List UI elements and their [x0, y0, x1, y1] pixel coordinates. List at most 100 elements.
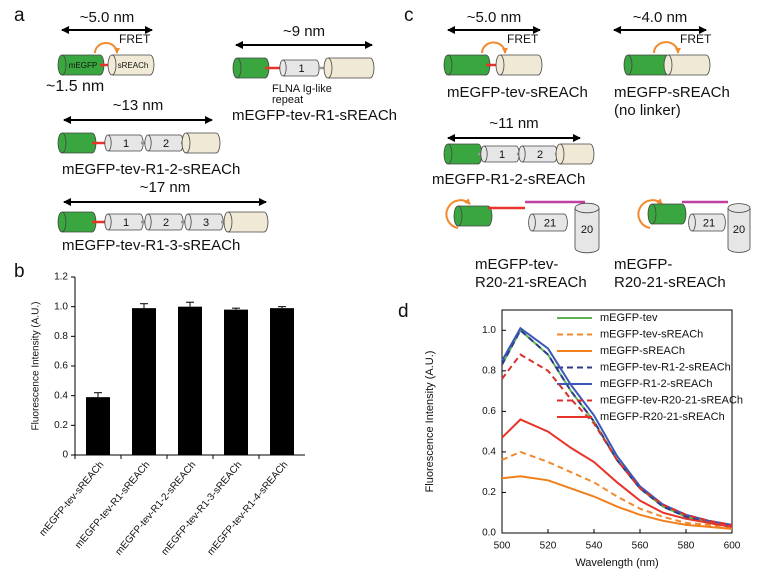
domain-label: mEGFP	[69, 61, 97, 70]
legend-label: mEGFP-tev	[600, 312, 658, 324]
domain-label: sREACh	[118, 61, 149, 70]
domain-label: 2	[537, 149, 543, 161]
cylinder-face	[232, 57, 242, 79]
cylinder-face	[555, 143, 565, 165]
construct-name: mEGFP-tev-sREACh	[447, 84, 588, 101]
legend-label: mEGFP-R1-2-sREACh	[600, 378, 712, 390]
construct-name: R20-21-sREACh	[475, 274, 587, 291]
cylinder-face	[574, 202, 600, 214]
series-line	[501, 328, 733, 528]
cylinder-face	[623, 54, 633, 76]
dimension-label: ~17 nm	[140, 179, 190, 196]
bar	[270, 308, 294, 455]
bar	[224, 309, 248, 455]
cylinder-body	[108, 214, 140, 230]
dimension-label: ~5.0 nm	[80, 9, 135, 26]
domain-label: 21	[544, 217, 556, 229]
cylinder-body	[448, 55, 486, 75]
x-tick-label: mEGFP-tev-R1-3-sREACh	[159, 460, 244, 558]
construct-name: mEGFP-tev-	[475, 256, 558, 273]
fret-label: FRET	[680, 32, 712, 46]
fret-arc	[94, 42, 120, 54]
cylinder-body	[148, 135, 180, 151]
x-axis-label: Wavelength (nm)	[575, 557, 658, 569]
domain-label: 21	[703, 217, 715, 229]
dimension-label: ~5.0 nm	[467, 9, 522, 26]
cylinder-face	[107, 54, 117, 76]
construct-name: mEGFP-tev-R1-3-sREACh	[62, 237, 240, 254]
domain-label: 2	[163, 217, 169, 229]
cylinder-body	[112, 55, 150, 75]
panel-label: a	[14, 5, 25, 26]
cylinder-body	[188, 214, 220, 230]
y-axis-label: Fluorescence Intensity (A.U.)	[424, 351, 436, 493]
cylinder-body	[628, 55, 666, 75]
series-line	[501, 475, 733, 530]
y-tick-label: 0.6	[54, 361, 68, 372]
panel-label: c	[404, 5, 414, 26]
cylinder-body	[500, 55, 538, 75]
domain-label: 1	[499, 149, 505, 161]
dimension-label: ~11 nm	[489, 115, 538, 132]
series-line	[501, 353, 733, 526]
cylinder-face	[279, 59, 287, 77]
bar	[86, 397, 110, 455]
cylinder-body	[575, 208, 599, 248]
domain-label: 1	[298, 63, 304, 75]
cylinder-face	[57, 54, 67, 76]
construct-name: mEGFP-R1-2-sREACh	[432, 171, 585, 188]
series-line	[501, 418, 733, 528]
domain-label: 20	[733, 224, 745, 236]
series-line	[501, 450, 733, 528]
cylinder-face	[223, 211, 233, 233]
y-tick-label: 0.8	[482, 365, 496, 376]
cylinder-body	[448, 144, 478, 164]
legend-label: mEGFP-tev-sREACh	[600, 328, 703, 340]
series-line	[501, 328, 733, 528]
cylinder-body	[692, 214, 722, 231]
x-tick-label: 500	[494, 541, 511, 552]
panel-label: d	[398, 301, 409, 322]
cylinder-body	[228, 212, 264, 232]
cylinder-face	[104, 134, 112, 152]
bar	[178, 306, 202, 455]
fret-label: FRET	[119, 32, 151, 46]
cylinder-body	[62, 133, 92, 153]
cylinder-body	[62, 55, 100, 75]
cylinder-body	[62, 212, 92, 232]
cylinder-body	[668, 55, 706, 75]
x-tick-label: 580	[678, 541, 695, 552]
legend-label: mEGFP-R20-21-sREACh	[600, 411, 725, 423]
cylinder-face	[144, 213, 152, 231]
cylinder-face	[323, 57, 333, 79]
y-tick-label: 1.0	[54, 301, 68, 312]
x-tick-label: 540	[586, 541, 603, 552]
x-tick-label: 600	[724, 541, 741, 552]
cylinder-face	[480, 145, 488, 163]
x-tick-label: mEGFP-tev-R1-2-sREACh	[113, 460, 198, 558]
y-tick-label: 0.6	[482, 406, 496, 417]
bar	[132, 308, 156, 455]
domain-label: 2	[163, 138, 169, 150]
legend-label: mEGFP-tev-R20-21-sREACh	[600, 394, 743, 406]
cylinder-body	[458, 206, 488, 226]
fret-arc	[637, 198, 663, 229]
construct-name: mEGFP-tev-R1-sREACh	[232, 107, 397, 124]
legend-label: mEGFP-sREACh	[600, 345, 685, 357]
cylinder-face	[495, 54, 505, 76]
y-tick-label: 0.8	[54, 331, 68, 342]
fret-arc	[653, 41, 681, 54]
x-tick-label: 560	[632, 541, 649, 552]
domain-note: repeat	[272, 94, 303, 106]
dimension-label: ~9 nm	[283, 23, 325, 40]
domain-note: FLNA Ig-like	[272, 83, 332, 95]
y-tick-label: 0.4	[54, 390, 68, 401]
domain-label: 1	[123, 217, 129, 229]
cylinder-face	[688, 213, 696, 232]
domain-label: 3	[203, 217, 209, 229]
fret-arc	[445, 198, 471, 229]
cylinder-body	[652, 204, 682, 224]
cylinder-body	[283, 60, 316, 76]
construct-name: mEGFP-sREACh	[614, 84, 730, 101]
